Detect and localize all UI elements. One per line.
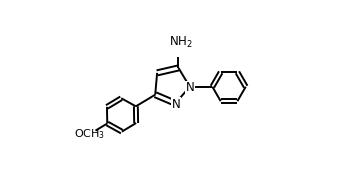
Text: N: N xyxy=(171,98,180,111)
Text: NH$_2$: NH$_2$ xyxy=(169,35,192,50)
Text: OCH$_3$: OCH$_3$ xyxy=(74,127,105,141)
Text: N: N xyxy=(185,81,194,94)
